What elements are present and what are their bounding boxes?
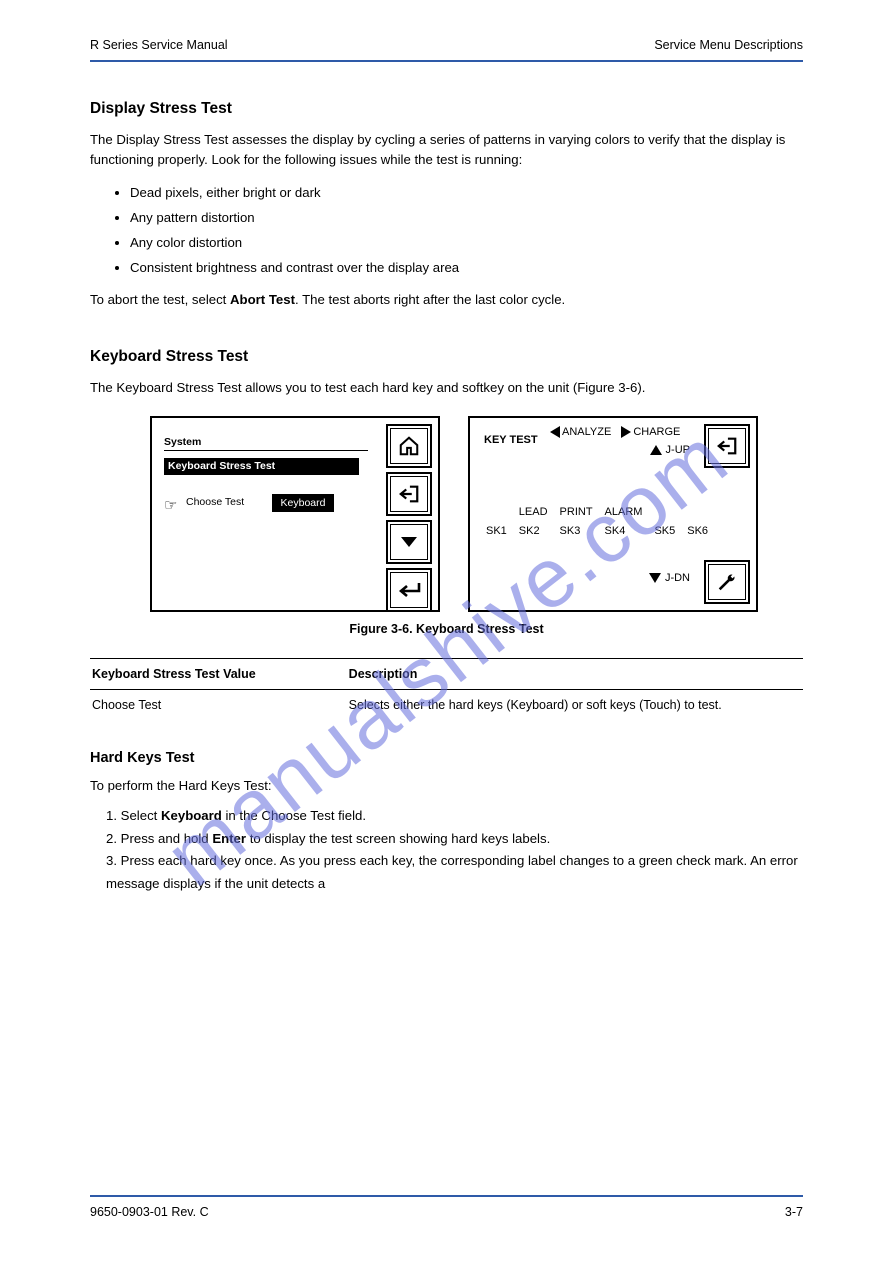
section-display-title: Display Stress Test [90,100,803,118]
section-keyboard-intro: The Keyboard Stress Test allows you to t… [90,378,803,398]
home-button[interactable] [386,424,432,468]
choose-test-label: Choose Test [186,496,244,508]
header-rule [90,60,803,62]
table-row: Choose Test Selects either the hard keys… [90,689,803,720]
table-col-header: Keyboard Stress Test Value [90,658,347,689]
page-header: R Series Service Manual Service Menu Des… [90,38,803,52]
panel-key-test: KEY TEST ANALYZE CHARGE J-UP J-DN LEAD P… [468,416,758,612]
footer-rule [90,1195,803,1197]
wrench-button[interactable] [704,560,750,604]
axis-down: J-DN [649,572,690,584]
panel-left-menu-item: Keyboard Stress Test [164,458,359,475]
footer-left: 9650-0903-01 Rev. C [90,1205,209,1219]
figure-panels: System Keyboard Stress Test ☞ Choose Tes… [150,416,803,612]
display-issues-list: Dead pixels, either bright or dark Any p… [130,180,803,280]
panel-right-nav: ANALYZE CHARGE [550,426,680,438]
triangle-down-icon [649,573,661,583]
section-display-intro: The Display Stress Test assesses the dis… [90,130,803,170]
panel-left-underline [164,450,368,452]
exit-button[interactable] [386,472,432,516]
triangle-left-icon [550,426,560,438]
triangle-up-icon [650,445,662,455]
list-item: 1. Select Keyboard in the Choose Test fi… [106,805,803,827]
choose-test-value: Keyboard [272,494,334,512]
footer-right: 3-7 [785,1205,803,1219]
header-left: R Series Service Manual [90,38,228,52]
hard-keys-steps: 1. Select Keyboard in the Choose Test fi… [106,805,803,895]
panel-right-heading: KEY TEST [484,434,538,446]
section-display-abort: To abort the test, select Abort Test. Th… [90,290,803,310]
figure-caption: Figure 3-6. Keyboard Stress Test [90,622,803,636]
triangle-right-icon [621,426,631,438]
list-item: 3. Press each hard key once. As you pres… [106,850,803,895]
page-footer: 9650-0903-01 Rev. C 3-7 [90,1195,803,1219]
list-item: Any pattern distortion [130,205,803,230]
enter-button[interactable] [386,568,432,612]
panel-left-heading: System [164,436,201,448]
keyboard-test-table: Keyboard Stress Test Value Description C… [90,658,803,720]
table-col-header: Description [347,658,803,689]
exit-button[interactable] [704,424,750,468]
list-item: Consistent brightness and contrast over … [130,255,803,280]
header-right: Service Menu Descriptions [654,38,803,52]
hard-keys-label: Hard Keys Test [90,750,803,766]
pointer-hand-icon: ☞ [164,496,177,514]
list-item: Any color distortion [130,230,803,255]
hard-keys-intro: To perform the Hard Keys Test: [90,776,803,796]
axis-up: J-UP [650,444,690,456]
panel-right-mid: LEAD PRINT ALARM SK1 SK2 SK3 SK4 SK5 SK6 [484,502,720,543]
panel-system-menu: System Keyboard Stress Test ☞ Choose Tes… [150,416,440,612]
section-keyboard-title: Keyboard Stress Test [90,348,803,366]
down-button[interactable] [386,520,432,564]
list-item: 2. Press and hold Enter to display the t… [106,828,803,850]
list-item: Dead pixels, either bright or dark [130,180,803,205]
